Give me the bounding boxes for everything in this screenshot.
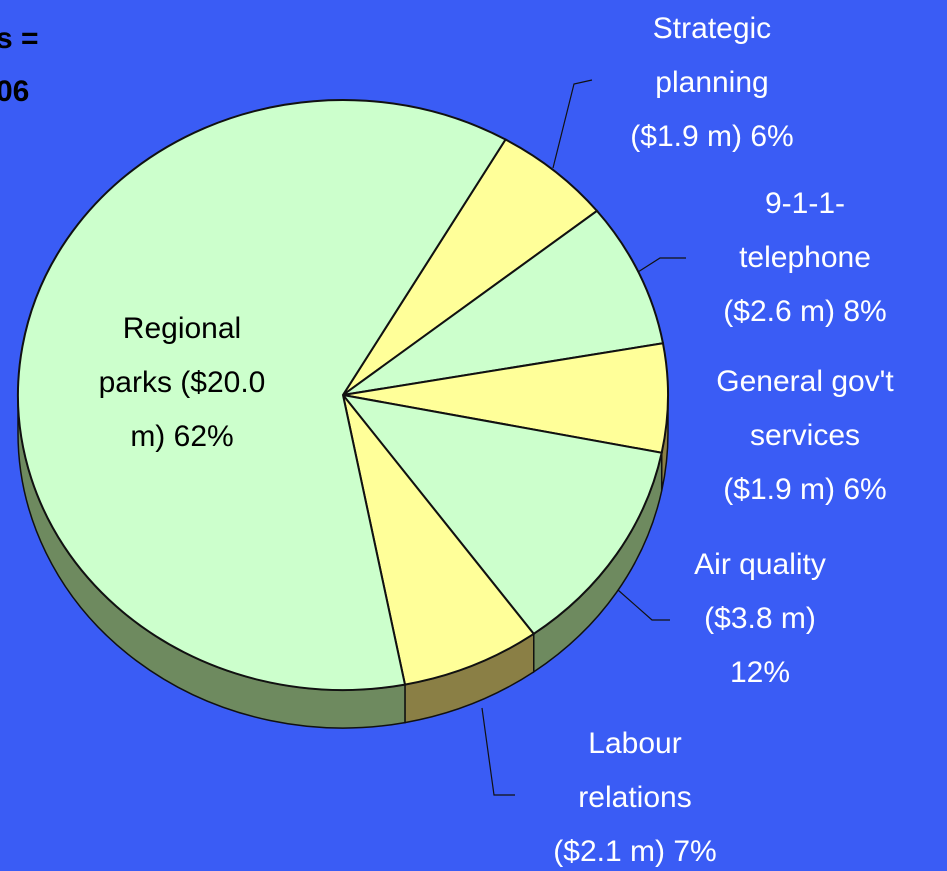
pie-slice [342,394,536,686]
data-label: parks ($20.0 [99,366,266,399]
data-label: services [750,419,860,452]
chart-title: s = [0,22,39,55]
data-label: telephone [739,241,871,274]
data-label: 12% [730,656,790,689]
pie-slice [342,342,669,454]
data-label: planning [655,66,768,99]
data-label: ($2.1 m) 7% [553,835,716,868]
data-label: ($1.9 m) 6% [723,473,886,506]
data-label: Labour [588,727,681,760]
data-label: 9-1-1- [765,187,845,220]
chart-title: 06 [0,75,29,108]
data-label: relations [578,781,691,814]
pie-slice [342,209,665,396]
leader-line [617,589,670,621]
pie-slice [342,138,599,396]
leader-line [481,707,515,796]
data-label: m) 62% [130,420,233,453]
labels: Strategic planning ($1.9 m) 6% 9-1-1- teleph… [99,12,895,868]
data-label: Strategic [653,12,771,45]
leader-line [552,79,593,169]
data-label: Air quality [694,548,826,581]
data-label: Regional [123,312,241,345]
data-label: General gov't [716,365,894,398]
leader-line [637,257,686,273]
pie-slice [17,99,507,691]
data-label: ($3.8 m) [704,602,816,635]
pie-slice [340,393,663,636]
data-label: ($2.6 m) 8% [723,295,886,328]
data-label: ($1.9 m) 6% [630,120,793,153]
pie [17,99,669,729]
